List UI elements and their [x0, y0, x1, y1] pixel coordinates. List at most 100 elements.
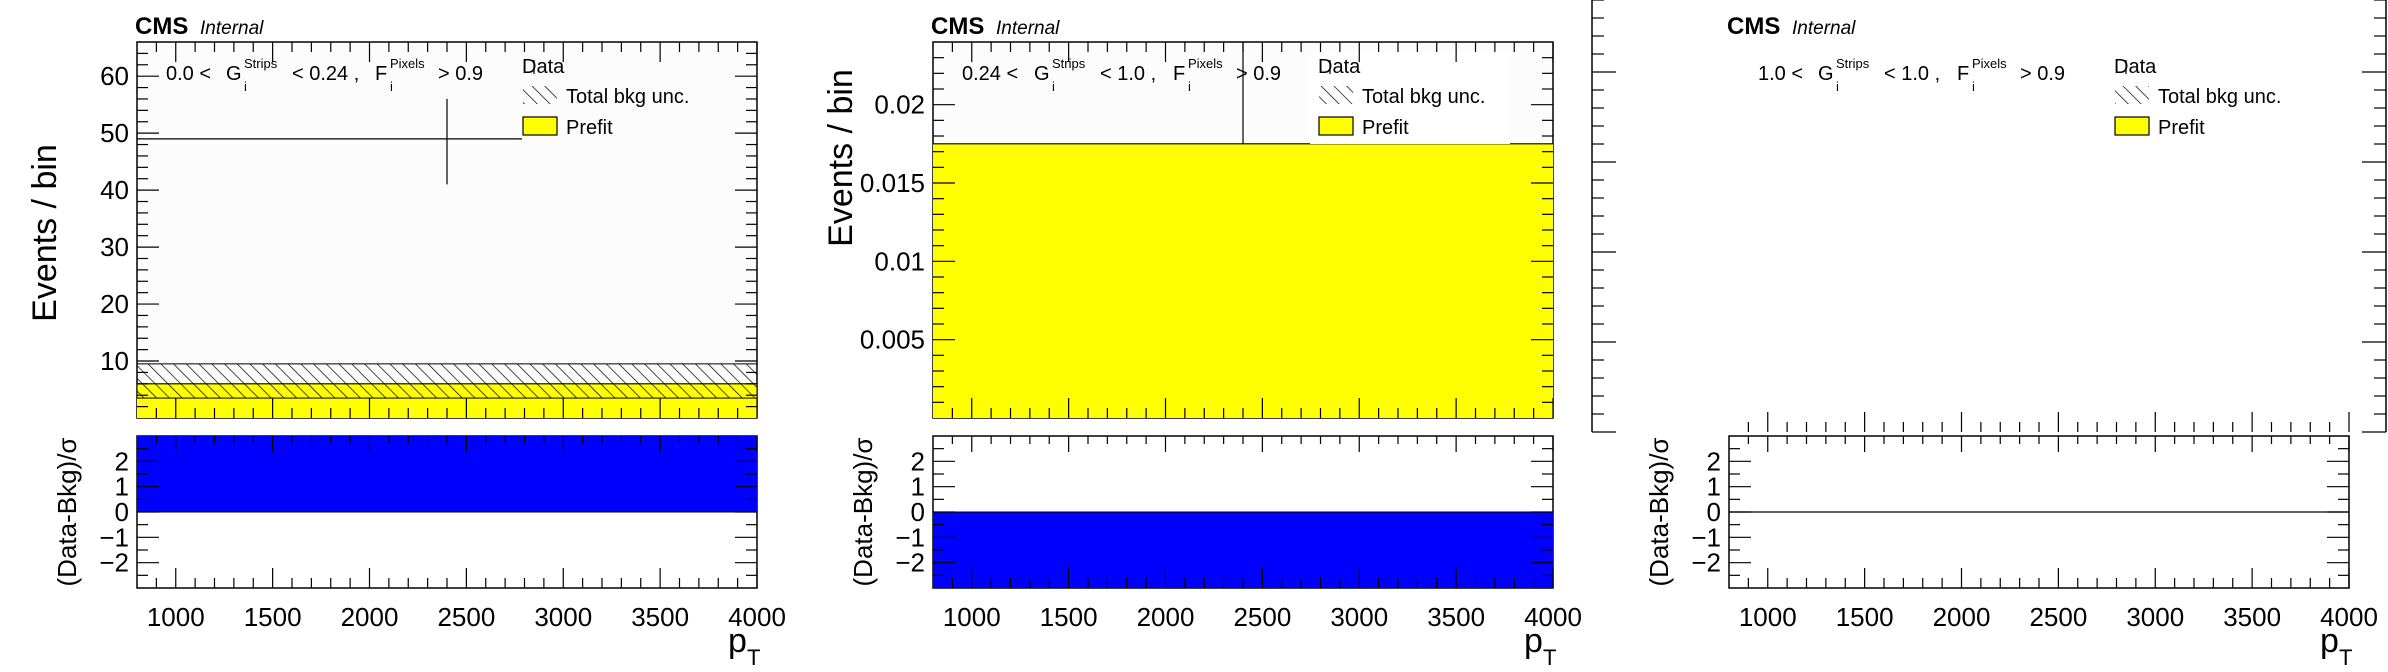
panel-2-legend-data: Data: [1318, 56, 1361, 78]
ratio-y-tick-label: −1: [1691, 522, 1721, 552]
svg-text:Pixels: Pixels: [1972, 56, 2007, 71]
svg-text:G: G: [226, 63, 242, 85]
ratio-y-tick-label: −1: [99, 522, 129, 552]
panel-3-internal-label: Internal: [1792, 18, 1856, 39]
panel-3-x-ticks: 1000 1500 2000 2500 3000 3500 4000: [1739, 436, 2378, 632]
svg-text:i: i: [1972, 79, 1975, 94]
x-tick-label: 3000: [2126, 602, 2184, 632]
panel-2-x-ticks-upper: [951, 42, 1554, 418]
svg-text:Strips: Strips: [1836, 56, 1870, 71]
svg-text:Pixels: Pixels: [1188, 56, 1223, 71]
panel-3-y-ticks: [1592, 0, 2386, 433]
svg-text:F: F: [1173, 63, 1185, 85]
svg-text:< 0.24 ,: < 0.24 ,: [292, 63, 359, 85]
svg-text:p: p: [1524, 622, 1543, 660]
svg-text:> 0.9: > 0.9: [2020, 63, 2065, 85]
panel-1-bkg-unc-band: [136, 363, 758, 399]
panel-1-legend-data: Data: [522, 56, 565, 78]
x-tick-label: 3500: [1427, 602, 1485, 632]
panel-2-ratio-ylabel: (Data-Bkg)/σ: [848, 438, 878, 587]
panel-3-cms-label: CMS: [1727, 13, 1780, 40]
ratio-y-tick-label: −1: [895, 522, 925, 552]
svg-text:G: G: [1818, 63, 1834, 85]
svg-text:i: i: [390, 79, 393, 94]
svg-text:1.0 <: 1.0 <: [1758, 63, 1803, 85]
y-tick-label: 0.02: [874, 90, 925, 120]
ratio-y-tick-label: 1: [911, 472, 925, 502]
svg-text:< 1.0 ,: < 1.0 ,: [1100, 63, 1156, 85]
ratio-y-tick-label: 1: [115, 472, 129, 502]
svg-text:Pixels: Pixels: [390, 56, 425, 71]
svg-text:F: F: [1957, 63, 1969, 85]
x-tick-label: 4000: [1524, 602, 1582, 632]
svg-text:i: i: [244, 79, 247, 94]
x-tick-label: 2000: [341, 602, 399, 632]
ratio-y-tick-label: −2: [99, 548, 129, 578]
panel-1-x-ticks: 1000 1500 2000 2500 3000 3500 4000: [147, 436, 786, 632]
panel-2-legend: Data Total bkg unc. Prefit: [1318, 56, 1485, 139]
x-tick-label: 2000: [1933, 602, 1991, 632]
panel-1-ylabel: Events / bin: [26, 144, 64, 322]
x-tick-label: 3000: [1330, 602, 1388, 632]
x-tick-label: 2500: [437, 602, 495, 632]
svg-text:p: p: [728, 622, 747, 660]
x-tick-label: 1500: [1836, 602, 1894, 632]
panel-1-xlabel: p T: [728, 622, 760, 670]
svg-text:p: p: [2320, 622, 2339, 660]
panel-3-legend-data: Data: [2114, 56, 2157, 78]
y-tick-label: 20: [100, 289, 129, 319]
svg-text:0.24 <: 0.24 <: [962, 63, 1018, 85]
panel-3-x-ticks-upper: [1747, 412, 2350, 432]
panel-3-legend-prefit: Prefit: [2158, 117, 2205, 139]
y-tick-label: 50: [100, 118, 129, 148]
y-tick-label: 60: [100, 61, 129, 91]
panel-1-cms-label: CMS: [135, 13, 188, 40]
panel-1-x-ticks-upper: [155, 42, 758, 418]
panel-1-ratio-ylabel: (Data-Bkg)/σ: [52, 438, 82, 587]
panel-2-cms-label: CMS: [931, 13, 984, 40]
panel-1-legend: Data Total bkg unc. Prefit: [522, 56, 689, 139]
y-tick-label: 30: [100, 232, 129, 262]
x-tick-label: 3000: [534, 602, 592, 632]
svg-text:T: T: [747, 645, 760, 670]
panel-3-legend: Data Total bkg unc. Prefit: [2114, 56, 2281, 139]
y-tick-label: 0.01: [874, 246, 925, 276]
panel-1-y-ticks: 10 20 30 40 50 60: [100, 52, 757, 408]
x-tick-label: 2000: [1137, 602, 1195, 632]
panel-2-xlabel: p T: [1524, 622, 1556, 670]
svg-text:< 1.0 ,: < 1.0 ,: [1884, 63, 1940, 85]
panel-3-region-label: 1.0 < G Strips i < 1.0 , F Pixels i > 0.…: [1758, 56, 2065, 94]
svg-text:Strips: Strips: [1052, 56, 1086, 71]
svg-text:0.0 <: 0.0 <: [166, 63, 211, 85]
ratio-y-tick-label: 2: [911, 446, 925, 476]
x-tick-label: 4000: [2320, 602, 2378, 632]
panel-2-x-ticks: 1000 1500 2000 2500 3000 3500 4000: [943, 436, 1582, 632]
ratio-y-tick-label: 0: [911, 497, 925, 527]
y-tick-label: 10: [100, 346, 129, 376]
panel-2-region-label: 0.24 < G Strips i < 1.0 , F Pixels i > 0…: [962, 56, 1281, 94]
panel-1-legend-unc: Total bkg unc.: [566, 86, 689, 108]
x-tick-label: 3500: [631, 602, 689, 632]
ratio-y-tick-label: 2: [1707, 446, 1721, 476]
x-tick-label: 1500: [244, 602, 302, 632]
panel-2-legend-prefit: Prefit: [1362, 117, 1409, 139]
panel-1-legend-prefit: Prefit: [566, 117, 613, 139]
ratio-y-tick-label: 0: [115, 497, 129, 527]
panel-3-ratio-ylabel: (Data-Bkg)/σ: [1644, 438, 1674, 587]
panel-3-legend-unc: Total bkg unc.: [2158, 86, 2281, 108]
x-tick-label: 1000: [943, 602, 1001, 632]
ratio-y-tick-label: −2: [895, 548, 925, 578]
y-tick-label: 40: [100, 175, 129, 205]
ratio-y-tick-label: −2: [1691, 548, 1721, 578]
ratio-y-tick-label: 2: [115, 446, 129, 476]
panel-2-ylabel: Events / bin: [822, 69, 860, 247]
panel-2-ratio-bar: [933, 512, 1553, 588]
panel-2-legend-unc: Total bkg unc.: [1362, 86, 1485, 108]
svg-text:T: T: [1543, 645, 1556, 670]
panel-1-region-label: 0.0 < G Strips i < 0.24 , F Pixels i > 0…: [166, 56, 483, 94]
y-tick-label: 0.005: [860, 325, 925, 355]
